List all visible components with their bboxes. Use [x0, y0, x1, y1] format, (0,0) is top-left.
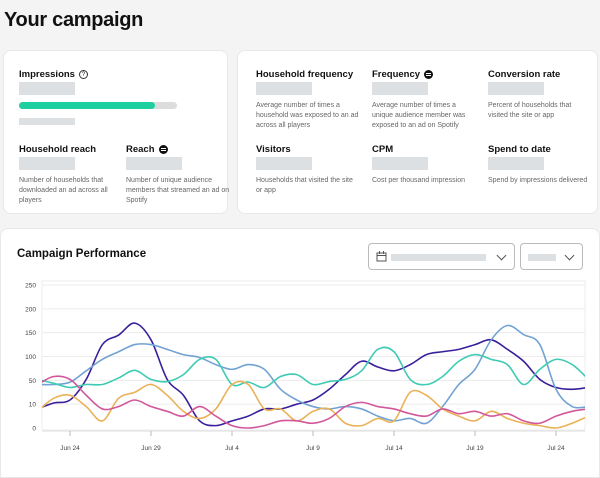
- household-frequency-desc: Average number of times a household was …: [256, 102, 359, 129]
- y-tick-label: 10: [29, 402, 37, 409]
- y-tick-label: 150: [25, 330, 36, 337]
- y-tick-label: 50: [29, 378, 37, 385]
- visitors-label: Visitors: [256, 144, 291, 155]
- spend-to-date-value: [488, 157, 544, 170]
- conversion-rate-value: [488, 82, 544, 95]
- y-tick-label: 200: [25, 306, 36, 313]
- y-tick-label: 250: [25, 283, 36, 290]
- impressions-card: Impressions? Household reach Number of h…: [3, 50, 230, 214]
- conversion-rate-text: Conversion rate: [488, 69, 561, 80]
- granularity-dropdown[interactable]: [520, 243, 583, 270]
- cpm-label: CPM: [372, 144, 393, 155]
- x-tick-label: Jun 24: [60, 445, 80, 452]
- performance-chart: 0 10 50 100 150 200 250 Jun 24 Jun 29 Jul 4 Jul 9 J…: [25, 280, 586, 452]
- x-tick-label: Jul 24: [547, 445, 565, 452]
- series-line-3: [42, 380, 585, 429]
- conversion-rate-label: Conversion rate: [488, 69, 560, 80]
- question-circle-icon[interactable]: ?: [78, 70, 88, 79]
- household-reach-value: [19, 157, 75, 170]
- series-line-4: [42, 375, 585, 429]
- plot-area: [41, 280, 586, 431]
- impressions-progress: [19, 102, 177, 109]
- performance-title: Campaign Performance: [17, 248, 147, 260]
- cpm-text: CPM: [372, 144, 394, 155]
- reach-label: Reach: [126, 144, 168, 155]
- reach-desc: Number of unique audience members that s…: [126, 177, 230, 204]
- spend-to-date-text: Spend to date: [488, 144, 551, 155]
- frequency-desc: Average number of times a unique audienc…: [372, 102, 466, 129]
- impressions-value: [19, 82, 75, 95]
- series-line-0: [42, 322, 585, 427]
- visitors-value: [256, 157, 312, 170]
- reach-text: Reach: [126, 144, 155, 155]
- date-range-value: [391, 254, 486, 261]
- household-reach-desc: Number of households that downloaded an …: [19, 177, 108, 204]
- y-tick-label: 100: [25, 354, 36, 361]
- reach-value: [126, 157, 182, 170]
- impressions-progress-fill: [19, 102, 155, 109]
- x-tick-label: Jul 9: [306, 445, 320, 452]
- household-frequency-label: Household frequency: [256, 69, 353, 80]
- frequency-text: Frequency: [372, 69, 421, 80]
- x-tick-label: Jun 29: [141, 445, 161, 452]
- series-line-2: [42, 346, 585, 389]
- visitors-text: Visitors: [256, 144, 291, 155]
- granularity-value: [528, 254, 556, 261]
- page-title: Your campaign: [4, 9, 144, 31]
- frequency-label: Frequency: [372, 69, 434, 80]
- spotify-icon: [424, 70, 434, 79]
- impressions-label: Impressions?: [19, 69, 88, 80]
- x-tick-label: Jul 19: [466, 445, 484, 452]
- spotify-icon: [158, 145, 168, 154]
- household-frequency-text: Household frequency: [256, 69, 354, 80]
- household-frequency-value: [256, 82, 312, 95]
- frequency-value: [372, 82, 428, 95]
- series-line-1: [42, 324, 585, 425]
- cpm-value: [372, 157, 428, 170]
- impressions-text: Impressions: [19, 69, 75, 80]
- calendar-icon: [376, 251, 387, 262]
- x-tick-label: Jul 4: [225, 445, 239, 452]
- metrics-card: Household frequency Average number of ti…: [237, 50, 598, 214]
- spend-to-date-label: Spend to date: [488, 144, 551, 155]
- cpm-desc: Cost per thousand impression: [372, 177, 465, 184]
- impressions-subvalue: [19, 118, 75, 125]
- y-tick-label: 0: [32, 426, 36, 433]
- date-range-dropdown[interactable]: [368, 243, 515, 270]
- spend-to-date-desc: Spend by impressions delivered: [488, 177, 588, 184]
- household-reach-label: Household reach: [19, 144, 97, 155]
- conversion-rate-desc: Percent of households that visited the s…: [488, 102, 572, 119]
- visitors-desc: Households that visited the site or app: [256, 177, 353, 194]
- x-tick-label: Jul 14: [385, 445, 403, 452]
